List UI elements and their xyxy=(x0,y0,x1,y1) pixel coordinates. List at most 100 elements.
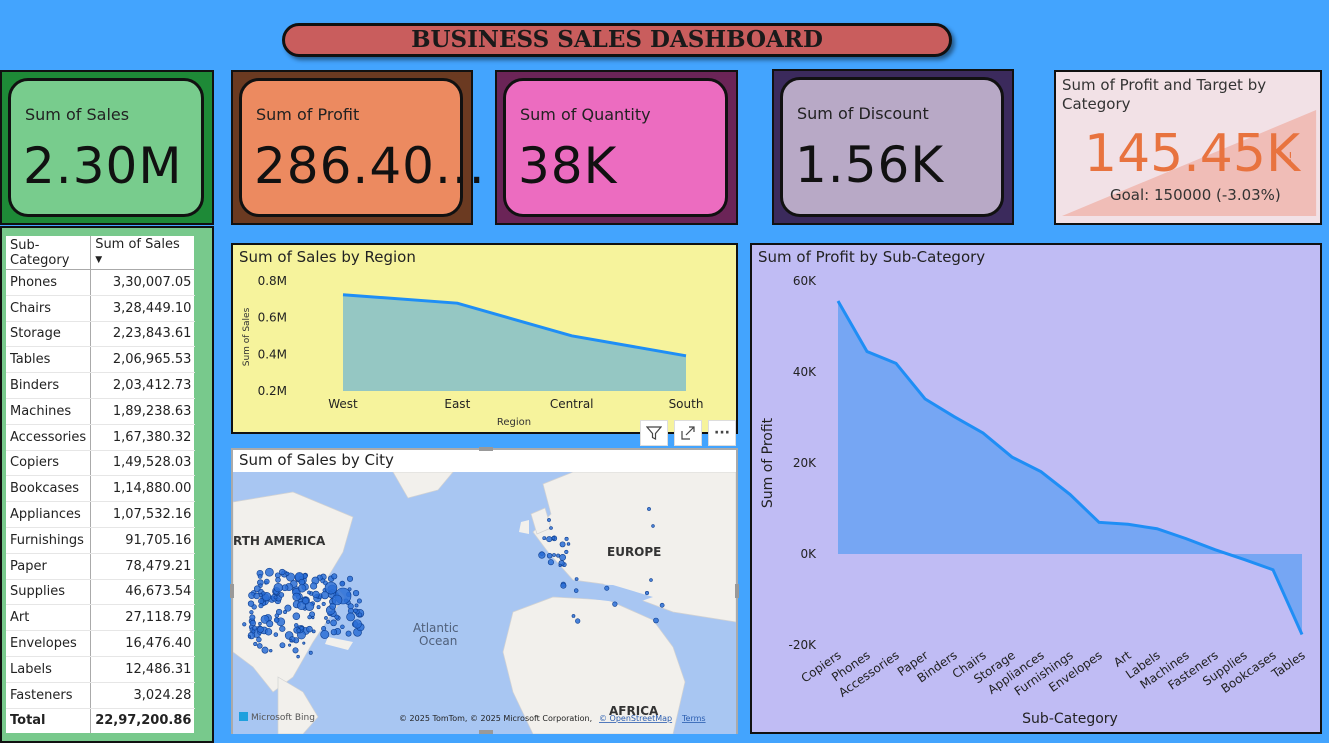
column-header-sales-label: Sum of Sales xyxy=(95,237,180,252)
x-tick-label: South xyxy=(669,397,704,411)
cell-subcategory: Accessories xyxy=(6,424,92,451)
x-tick-label: Central xyxy=(550,397,594,411)
resize-handle-bottom[interactable] xyxy=(479,730,493,734)
kpi-value: 2.30M xyxy=(23,137,183,195)
table-row[interactable]: Copiers 1,49,528.03 xyxy=(6,450,196,477)
table-body: Phones 3,30,007.05 Chairs 3,28,449.10 Storag… xyxy=(6,269,196,734)
table-row[interactable]: Chairs 3,28,449.10 xyxy=(6,295,196,322)
column-header-sales[interactable]: Sum of Sales ▼ xyxy=(90,236,196,270)
table-row[interactable]: Tables 2,06,965.53 xyxy=(6,346,196,374)
cell-subcategory: Phones xyxy=(6,269,92,296)
city-marker xyxy=(312,590,320,599)
city-marker xyxy=(257,626,264,633)
y-tick-label: 0K xyxy=(800,547,817,561)
city-marker xyxy=(273,595,278,600)
city-marker xyxy=(551,536,556,540)
resize-handle-right[interactable] xyxy=(735,584,739,598)
city-marker xyxy=(326,619,331,624)
city-marker xyxy=(308,650,313,655)
city-marker xyxy=(558,563,562,567)
city-marker xyxy=(279,568,286,576)
sales-by-city-map[interactable]: Sum of Sales by City RTH AMERICA EUROPE … xyxy=(230,447,739,734)
table-row[interactable]: Labels 12,486.31 xyxy=(6,656,196,683)
table-row[interactable]: Envelopes 16,476.40 xyxy=(6,630,196,657)
table-row[interactable]: Fasteners 3,024.28 xyxy=(6,682,196,709)
city-marker xyxy=(547,518,551,522)
cell-sales: 46,673.54 xyxy=(90,579,196,606)
cell-subcategory: Bookcases xyxy=(6,475,92,503)
city-marker xyxy=(279,642,286,649)
resize-handle-left[interactable] xyxy=(230,584,234,598)
city-marker xyxy=(257,643,263,649)
gauge-value: 145.45K xyxy=(1084,124,1301,184)
cell-subcategory: Paper xyxy=(6,553,92,580)
kpi-inner: Sum of Quantity 38K xyxy=(503,78,728,217)
cell-subcategory: Supplies xyxy=(6,579,92,606)
sales-table[interactable]: Sub-Category Sum of Sales ▼ Phones 3,30,0… xyxy=(6,236,196,734)
column-header-subcategory[interactable]: Sub-Category xyxy=(6,236,92,270)
x-tick-label: Tables xyxy=(1268,648,1307,681)
focus-mode-icon[interactable] xyxy=(674,420,702,446)
city-marker xyxy=(306,625,313,633)
cell-subcategory: Tables xyxy=(6,346,92,374)
city-marker xyxy=(247,600,255,607)
city-marker xyxy=(552,553,556,557)
profit-target-gauge[interactable]: Sum of Profit and Target by Category 145… xyxy=(1054,70,1322,225)
city-marker xyxy=(253,641,258,647)
kpi-inner: Sum of Sales 2.30M xyxy=(8,78,204,217)
table-row[interactable]: Art 27,118.79 xyxy=(6,604,196,632)
map-canvas[interactable]: RTH AMERICA EUROPE Atlantic Ocean AFRICA… xyxy=(233,472,736,734)
city-marker xyxy=(294,623,299,628)
table-row[interactable]: Storage 2,23,843.61 xyxy=(6,321,196,348)
city-marker xyxy=(330,619,337,627)
osm-link[interactable]: © OpenStreetMap xyxy=(599,714,672,723)
profit-line xyxy=(836,300,1304,636)
table-row[interactable]: Bookcases 1,14,880.00 xyxy=(6,475,196,503)
city-marker xyxy=(329,602,337,610)
cell-sales: 27,118.79 xyxy=(90,604,196,632)
city-marker xyxy=(549,526,553,530)
table-row[interactable]: Appliances 1,07,532.16 xyxy=(6,501,196,528)
city-marker xyxy=(265,567,274,577)
kpi-card-sales[interactable]: Sum of Sales 2.30M xyxy=(0,70,214,225)
table-row[interactable]: Binders 2,03,412.73 xyxy=(6,372,196,399)
terms-link[interactable]: Terms xyxy=(681,714,706,723)
city-marker xyxy=(249,614,256,621)
city-marker xyxy=(285,571,290,576)
city-marker xyxy=(564,549,569,555)
kpi-label: Sum of Discount xyxy=(797,104,929,123)
profit-by-subcategory-chart[interactable]: Sum of Profit by Sub-Category -20K 0K 20K 4… xyxy=(750,243,1322,734)
table-row[interactable]: Furnishings 91,705.16 xyxy=(6,527,196,554)
city-marker xyxy=(559,554,567,561)
sales-by-region-chart[interactable]: Sum of Sales by Region 0.2M 0.4M 0.6M 0.8M W… xyxy=(231,243,738,434)
y-tick-label: 20K xyxy=(793,456,817,470)
table-row[interactable]: Supplies 46,673.54 xyxy=(6,579,196,606)
table-row[interactable]: Machines 1,89,238.63 xyxy=(6,398,196,425)
chart-title: Sum of Sales by Region xyxy=(239,248,416,266)
city-marker xyxy=(556,553,561,558)
table-row[interactable]: Phones 3,30,007.05 xyxy=(6,269,196,296)
kpi-inner: Sum of Profit 286.40... xyxy=(239,78,485,217)
city-marker xyxy=(340,624,345,630)
sort-desc-icon[interactable]: ▼ xyxy=(95,255,103,265)
city-marker xyxy=(273,632,279,637)
cell-subcategory: Machines xyxy=(6,398,92,425)
filter-icon[interactable] xyxy=(640,420,668,446)
city-marker xyxy=(292,592,301,602)
city-marker xyxy=(564,536,569,541)
more-options-icon[interactable]: ··· xyxy=(708,420,736,446)
table-row[interactable]: Paper 78,479.21 xyxy=(6,553,196,580)
kpi-value: 286.40... xyxy=(254,137,486,195)
city-marker xyxy=(346,612,356,622)
kpi-card-discount[interactable]: Sum of Discount 1.56K xyxy=(772,69,1014,225)
city-marker xyxy=(260,614,270,624)
city-marker xyxy=(289,639,293,643)
table-row[interactable]: Accessories 1,67,380.32 xyxy=(6,424,196,451)
city-marker xyxy=(278,592,285,598)
kpi-card-quantity[interactable]: Sum of Quantity 38K xyxy=(495,70,738,225)
city-marker xyxy=(311,629,316,634)
kpi-card-profit[interactable]: Sum of Profit 286.40... xyxy=(231,70,485,225)
gauge-title: Sum of Profit and Target by Category xyxy=(1062,76,1267,113)
resize-handle-top[interactable] xyxy=(479,447,493,451)
city-marker xyxy=(296,628,302,633)
